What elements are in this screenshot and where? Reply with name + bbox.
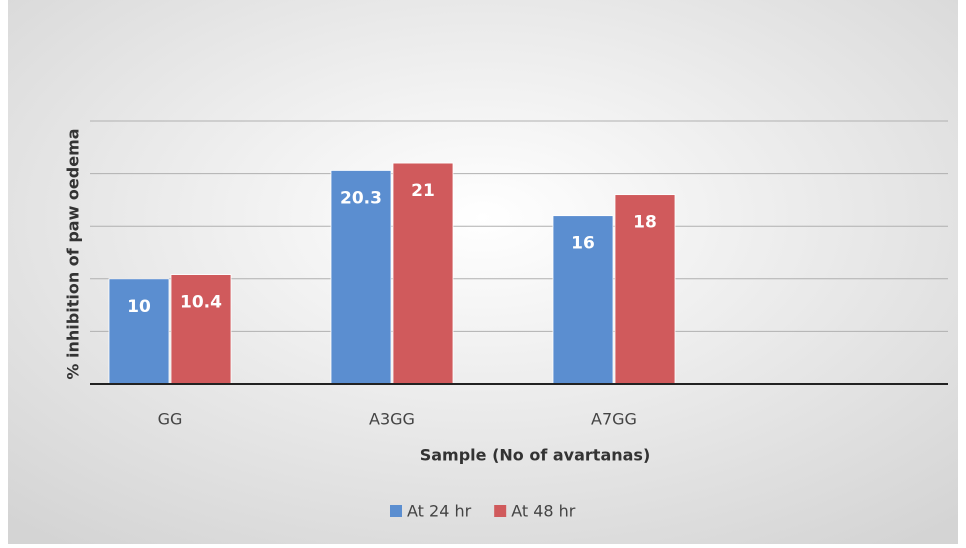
data-label: 16	[571, 234, 595, 254]
data-label: 20.3	[340, 188, 382, 208]
data-label: 10	[127, 297, 151, 317]
bar	[170, 274, 232, 385]
legend-swatch	[494, 505, 507, 517]
x-axis-title: Sample (No of avartanas)	[420, 446, 651, 465]
bar	[330, 170, 392, 385]
data-label: 10.4	[180, 293, 222, 313]
legend-label: At 48 hr	[511, 502, 576, 521]
x-tick-label: A3GG	[369, 410, 415, 429]
y-axis-title: % inhibition of paw oedema	[64, 128, 83, 379]
legend-label: At 24 hr	[407, 502, 472, 521]
data-label: 21	[411, 181, 435, 201]
x-tick-label: GG	[158, 410, 183, 429]
chart-background	[8, 0, 958, 544]
bar	[108, 278, 170, 385]
data-label: 18	[633, 213, 657, 233]
legend-swatch	[390, 505, 402, 517]
x-tick-label: A7GG	[591, 410, 637, 429]
